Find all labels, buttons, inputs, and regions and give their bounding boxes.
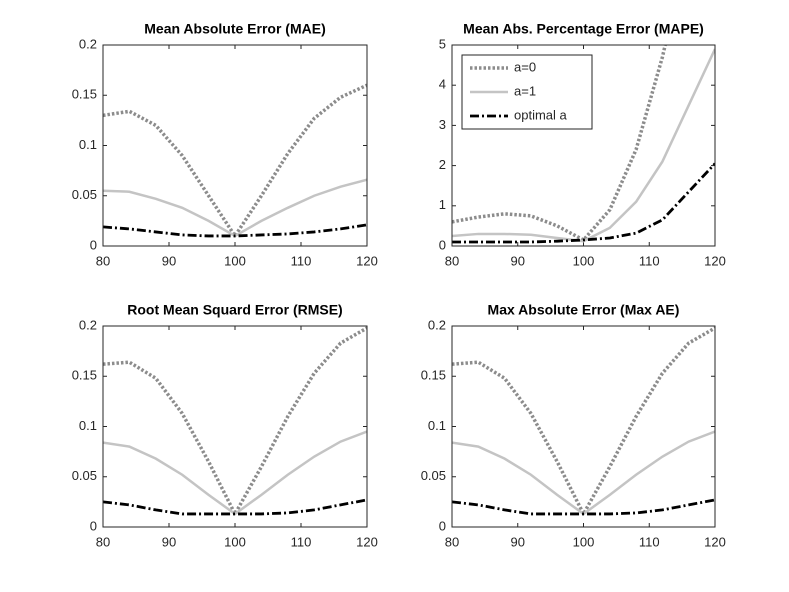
- x-tick-label: 120: [704, 534, 726, 549]
- y-tick-label: 0.2: [79, 36, 97, 51]
- x-tick-label: 90: [511, 534, 525, 549]
- y-tick-label: 0.05: [72, 468, 97, 483]
- y-tick-label: 2: [439, 157, 446, 172]
- y-tick-label: 0: [90, 237, 97, 252]
- y-tick-label: 0.05: [72, 187, 97, 202]
- legend-label: a=0: [514, 59, 536, 74]
- y-tick-label: 0.2: [428, 317, 446, 332]
- y-tick-label: 0.15: [72, 87, 97, 102]
- series-line: [103, 498, 367, 516]
- x-tick-label: 120: [356, 253, 378, 268]
- y-tick-label: 0.1: [79, 137, 97, 152]
- series-line: [452, 498, 715, 516]
- x-tick-label: 100: [224, 253, 246, 268]
- chart-title: Mean Absolute Error (MAE): [144, 21, 326, 37]
- axes-box: [451, 325, 716, 528]
- axes-box: [102, 325, 368, 528]
- series-line: [452, 326, 715, 518]
- x-tick-label: 110: [291, 253, 312, 268]
- x-tick-label: 90: [162, 253, 176, 268]
- y-tick-label: 0: [90, 518, 97, 533]
- x-tick-label: 120: [704, 253, 726, 268]
- axes-box: [451, 44, 716, 247]
- y-tick-label: 0: [439, 237, 446, 252]
- x-tick-label: 90: [511, 253, 525, 268]
- axes-background: [103, 326, 367, 527]
- x-tick-label: 80: [96, 253, 110, 268]
- y-tick-label: 0.2: [79, 317, 97, 332]
- y-tick-label: 4: [439, 77, 446, 92]
- x-tick-label: 110: [291, 534, 312, 549]
- y-tick-label: 0.1: [428, 418, 446, 433]
- legend-label: a=1: [514, 83, 536, 98]
- x-tick-label: 120: [356, 534, 378, 549]
- series-line: [452, 162, 715, 244]
- x-tick-label: 80: [445, 253, 459, 268]
- x-tick-label: 110: [639, 253, 660, 268]
- y-tick-label: 1: [439, 197, 446, 212]
- series-line: [103, 83, 367, 240]
- legend-label: optimal a: [514, 107, 568, 122]
- axes-box: [102, 44, 368, 247]
- axes-background: [452, 326, 715, 527]
- series-line: [103, 326, 367, 518]
- y-tick-label: 3: [439, 117, 446, 132]
- y-tick-label: 5: [439, 36, 446, 51]
- x-tick-label: 90: [162, 534, 176, 549]
- x-tick-label: 80: [445, 534, 459, 549]
- y-tick-label: 0.05: [421, 468, 446, 483]
- series-line: [103, 223, 367, 238]
- x-tick-label: 100: [573, 253, 595, 268]
- x-tick-label: 100: [224, 534, 246, 549]
- y-tick-label: 0.1: [79, 418, 97, 433]
- x-tick-label: 110: [639, 534, 660, 549]
- axes-background: [103, 45, 367, 246]
- x-tick-label: 100: [573, 534, 595, 549]
- y-tick-label: 0: [439, 518, 446, 533]
- y-tick-label: 0.15: [421, 368, 446, 383]
- chart-title: Mean Abs. Percentage Error (MAPE): [463, 21, 704, 37]
- chart-title: Max Absolute Error (Max AE): [488, 302, 680, 318]
- chart-title: Root Mean Squard Error (RMSE): [127, 302, 342, 318]
- y-tick-label: 0.15: [72, 368, 97, 383]
- x-tick-label: 80: [96, 534, 110, 549]
